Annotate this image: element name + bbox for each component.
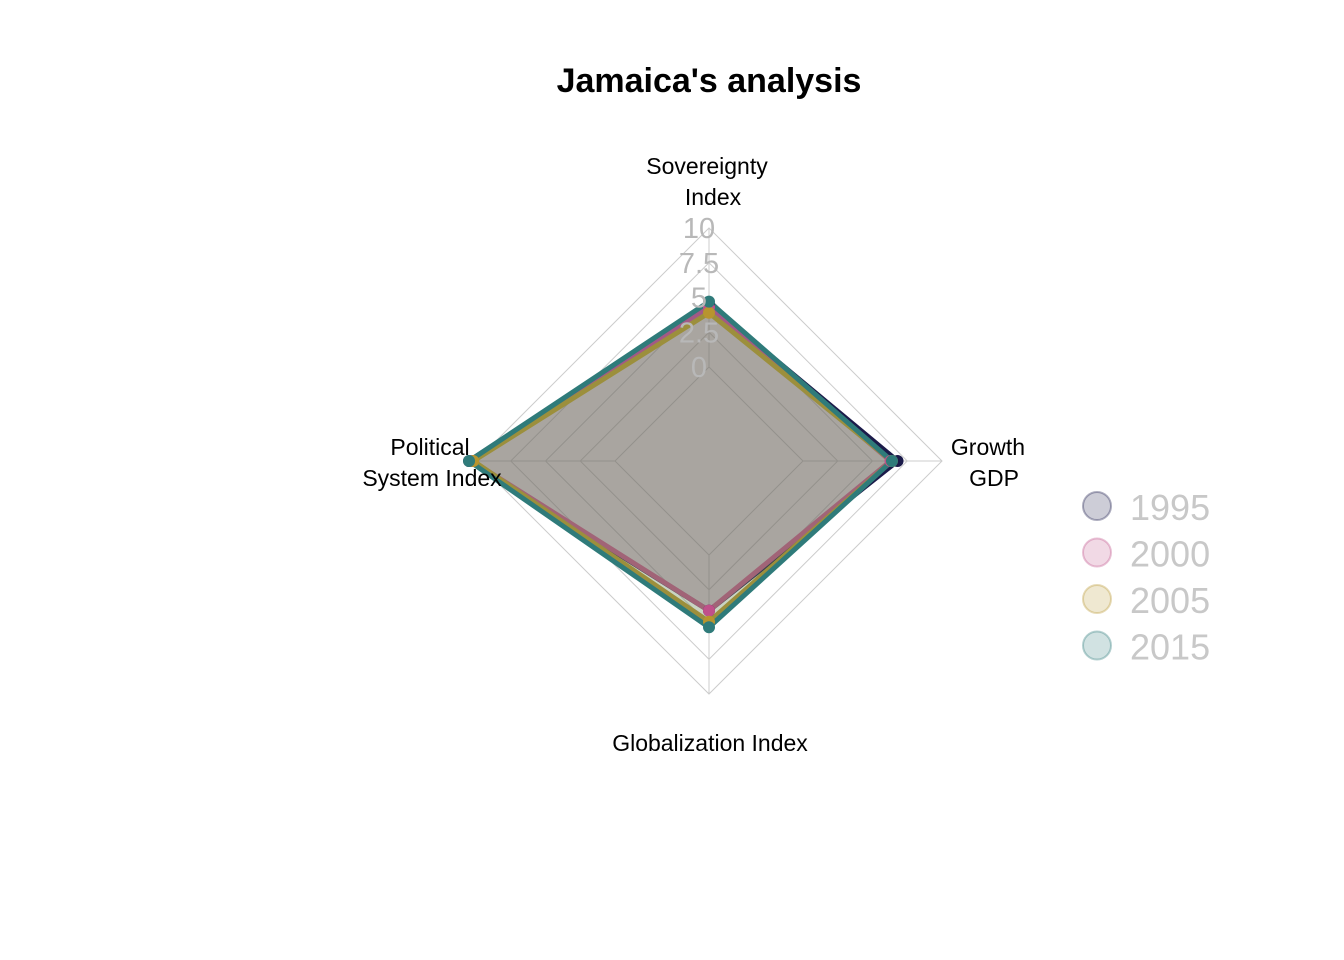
legend-label-2015: 2015 <box>1130 627 1210 668</box>
legend-swatch-1995 <box>1082 491 1112 521</box>
legend-label-2000: 2000 <box>1130 534 1210 575</box>
tick-label-3: 7.5 <box>679 248 719 280</box>
legend-swatch-2015 <box>1082 630 1112 661</box>
radar-series <box>463 295 904 634</box>
axis-label-globalization: Globalization Index <box>612 730 808 756</box>
tick-label-4: 10 <box>683 213 715 245</box>
radar-ticks: 02.557.510 <box>679 213 719 384</box>
axis-label-sovereignty: Sovereignty Index <box>646 153 768 210</box>
axis-label-political: Political System Index <box>362 434 502 491</box>
axis-label-growth: Growth GDP <box>951 434 1025 491</box>
legend-swatch-2005 <box>1082 584 1112 614</box>
series-point-2000-globalization <box>703 604 715 617</box>
series-point-2015-political <box>463 455 476 467</box>
series-area-2015 <box>466 299 895 630</box>
legend-label-1995: 1995 <box>1130 487 1210 528</box>
series-point-2015-growth <box>885 455 898 467</box>
legend-label-2005: 2005 <box>1130 580 1210 621</box>
series-point-2015-sovereignty <box>703 295 715 308</box>
chart-title: Jamaica's analysis <box>557 62 862 100</box>
legend-swatch-2000 <box>1082 537 1112 568</box>
tick-label-0: 0 <box>691 352 707 384</box>
legend: 1995 2000 2005 2015 <box>1082 487 1210 668</box>
series-point-2005-sovereignty <box>703 306 715 319</box>
radar-axis-labels: Sovereignty Index Growth GDP Globalization I… <box>362 153 1025 756</box>
tick-label-2: 5 <box>691 283 707 315</box>
tick-label-1: 2.5 <box>679 317 719 349</box>
series-point-2015-globalization <box>703 621 715 634</box>
